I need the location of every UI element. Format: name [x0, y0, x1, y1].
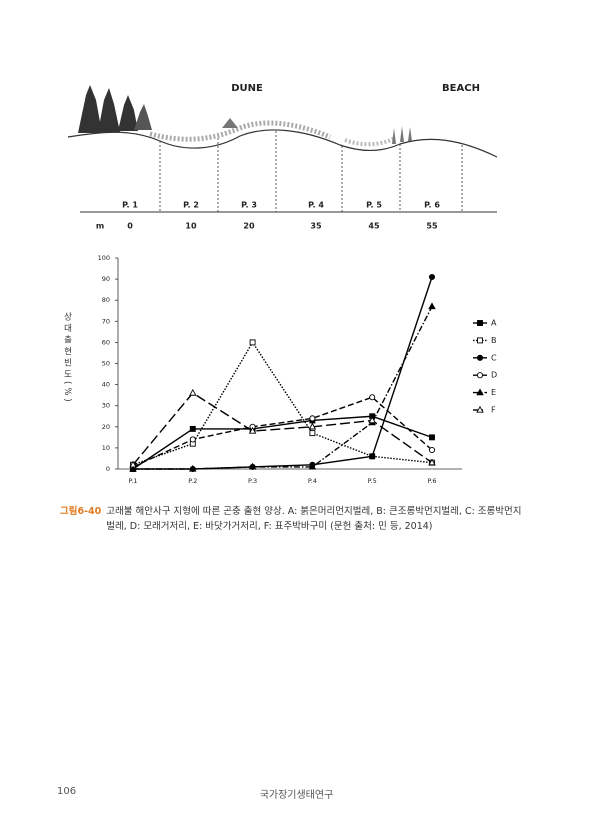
legend-label: E — [491, 388, 496, 397]
x-tick-label: P.4 — [308, 477, 317, 485]
zone-label: BEACH — [442, 83, 480, 94]
y-tick-label: 0 — [106, 465, 110, 473]
distance-label: 0 — [127, 222, 133, 231]
plot-label: P. 3 — [241, 201, 257, 210]
data-point — [428, 446, 436, 454]
y-tick-label: 50 — [102, 360, 110, 368]
distance-label: 10 — [185, 222, 197, 231]
data-point — [309, 430, 316, 437]
zone-label: DUNE — [231, 83, 263, 94]
page-number: 106 — [57, 786, 77, 797]
legend-marker — [477, 320, 483, 326]
legend-marker — [477, 337, 483, 344]
data-point — [429, 434, 435, 441]
caption: 그림6-40 고래불 해안사구 지형에 따른 곤충 출현 양상. A: 붉은머리… — [60, 504, 530, 534]
data-point — [368, 416, 376, 424]
caption-label: 그림6-40 — [60, 506, 102, 517]
data-point — [369, 394, 376, 401]
data-point — [428, 458, 436, 466]
legend-marker — [476, 372, 484, 379]
landscape — [67, 85, 498, 213]
y-tick-label: 30 — [102, 402, 110, 410]
data-point — [189, 388, 197, 396]
plot-label: P. 5 — [366, 201, 382, 210]
legend-label: C — [491, 353, 497, 362]
data-point — [249, 339, 256, 346]
y-tick-label: 10 — [102, 444, 110, 452]
x-tick-label: P.3 — [248, 477, 257, 485]
series-line — [133, 276, 433, 470]
distance-label: 55 — [426, 222, 438, 231]
distance-label: 45 — [368, 222, 380, 231]
data-point — [428, 302, 436, 310]
x-tick-label: P.2 — [188, 477, 197, 485]
distance-unit: m — [96, 222, 104, 231]
y-tick-label: 90 — [102, 275, 110, 283]
y-axis-label: 상대출현빈도(%) — [62, 312, 72, 405]
data-point — [129, 464, 137, 472]
y-tick-label: 80 — [102, 296, 110, 304]
legend-marker — [476, 354, 484, 361]
plot-label: P. 1 — [122, 201, 138, 210]
y-tick-label: 40 — [102, 381, 110, 389]
distance-label: 20 — [243, 222, 255, 231]
data-point — [428, 273, 436, 281]
data-point — [189, 464, 197, 472]
series-line — [132, 341, 433, 466]
legend-marker — [476, 388, 484, 396]
legend-label: F — [491, 406, 496, 415]
data-point — [129, 460, 137, 468]
legend-label: A — [491, 319, 497, 328]
data-point — [248, 426, 257, 434]
y-tick-label: 70 — [102, 317, 110, 325]
plot-label: P. 6 — [424, 201, 440, 210]
x-tick-label: P.6 — [427, 477, 436, 485]
data-point — [308, 462, 317, 470]
data-point — [369, 453, 376, 460]
legend-label: D — [491, 371, 497, 380]
distance-label: 35 — [310, 222, 322, 231]
series-line — [132, 396, 433, 468]
plot-label: P. 2 — [183, 201, 199, 210]
data-point — [189, 436, 196, 443]
data-point — [248, 462, 257, 470]
x-tick-label: P.5 — [368, 477, 377, 485]
series-line — [132, 392, 433, 466]
data-point — [308, 422, 317, 430]
caption-text: 고래불 해안사구 지형에 따른 곤충 출현 양상. A: 붉은머리먼지벌레, B… — [106, 506, 522, 532]
y-tick-label: 60 — [102, 338, 110, 346]
legend-marker — [476, 405, 484, 413]
legend-label: B — [491, 336, 497, 345]
x-tick-label: P.1 — [128, 477, 137, 485]
data-point — [189, 425, 196, 432]
y-tick-label: 20 — [102, 423, 110, 431]
series-line — [132, 415, 433, 470]
data-point — [309, 415, 316, 422]
series-line — [133, 306, 433, 470]
plot-label: P. 4 — [308, 201, 324, 210]
y-tick-label: 100 — [98, 254, 110, 262]
footer-title: 국가장기생태연구 — [259, 790, 334, 801]
